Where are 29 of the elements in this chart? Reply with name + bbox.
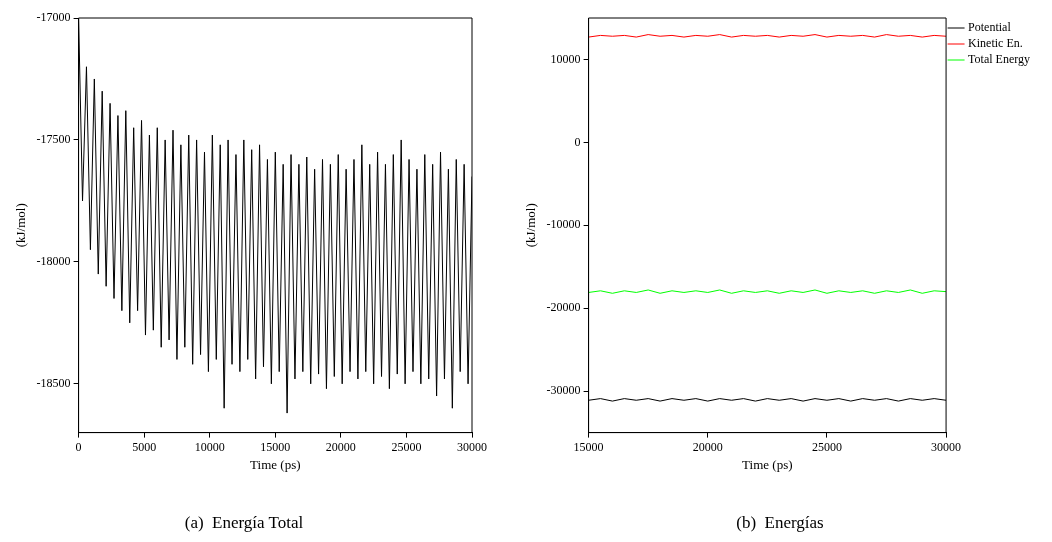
x-axis-title: Time (ps) (742, 457, 793, 473)
x-axis-title: Time (ps) (250, 457, 301, 473)
y-tick-label: -30000 (546, 383, 581, 398)
y-axis-title: (kJ/mol) (523, 203, 539, 248)
y-tick-label: -10000 (546, 217, 581, 232)
x-tick-label: 20000 (325, 439, 356, 454)
text: (a) Energía Total (184, 513, 304, 533)
y-tick-label: -18000 (36, 254, 71, 269)
y-tick-label: 10000 (550, 51, 581, 66)
x-tick-label: 25000 (391, 439, 422, 454)
x-tick-label: 15000 (260, 439, 291, 454)
x-tick-label: 30000 (457, 439, 487, 454)
x-tick-label: 30000 (931, 439, 962, 454)
text: (b) Energías (736, 513, 824, 533)
legend-label: Potential (968, 20, 1012, 35)
y-tick-label: -17500 (36, 132, 71, 147)
x-tick-label: 25000 (811, 439, 842, 454)
y-tick-label: -18500 (36, 375, 71, 390)
y-tick-label: 0 (574, 134, 581, 149)
legend-label: Total Energy (968, 52, 1030, 67)
x-tick-label: 10000 (194, 439, 225, 454)
legend-label: Kinetic En. (968, 36, 1023, 51)
x-tick-label: 15000 (573, 439, 604, 454)
x-tick-label: 5000 (132, 439, 157, 454)
x-tick-label: 0 (75, 439, 82, 454)
y-tick-label: -17000 (36, 10, 71, 25)
y-axis-title: (kJ/mol) (13, 203, 29, 248)
y-tick-label: -20000 (546, 300, 581, 315)
x-tick-label: 20000 (692, 439, 723, 454)
